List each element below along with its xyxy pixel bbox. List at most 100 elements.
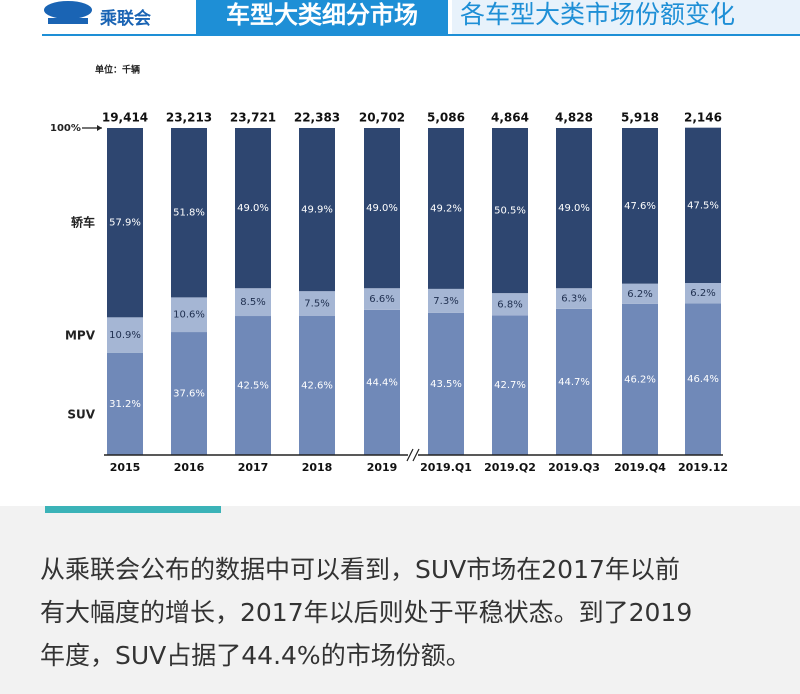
data-label: 49.0% <box>237 203 269 214</box>
total-label: 2,146 <box>684 111 722 125</box>
x-tick-label: 2019.Q4 <box>614 461 666 474</box>
bar-segment <box>492 293 528 316</box>
x-tick-label: 2016 <box>174 461 205 474</box>
x-tick-label: 2018 <box>302 461 333 474</box>
data-label: 6.3% <box>561 294 586 305</box>
bar-segment <box>171 128 207 298</box>
article-line: 有大幅度的增长，2017年以后则处于平稳状态。到了2019 <box>40 598 693 627</box>
data-label: 10.6% <box>173 310 205 321</box>
bar-segment <box>492 128 528 294</box>
data-label: 6.2% <box>627 289 652 300</box>
x-tick-label: 2017 <box>238 461 269 474</box>
data-label: 6.6% <box>369 294 394 305</box>
data-label: 37.6% <box>173 389 205 400</box>
x-tick-label: 2015 <box>110 461 141 474</box>
data-label: 42.6% <box>301 380 333 391</box>
series-name: SUV <box>67 408 95 422</box>
bar-segment <box>171 297 207 333</box>
bar-segment <box>107 128 143 318</box>
bar-segment <box>622 128 658 284</box>
data-label: 7.5% <box>304 298 329 309</box>
bar-segment <box>685 282 721 304</box>
bar-segment <box>556 288 592 309</box>
bar-segment <box>364 309 400 455</box>
data-label: 49.0% <box>366 203 398 214</box>
bar-segment <box>685 127 721 283</box>
data-label: 50.5% <box>494 206 526 217</box>
bar-segment <box>492 315 528 455</box>
x-tick-label: 2019.Q3 <box>548 461 600 474</box>
total-label: 4,828 <box>555 111 593 125</box>
bar-segment <box>107 352 143 455</box>
data-label: 7.3% <box>433 296 458 307</box>
data-label: 49.0% <box>558 203 590 214</box>
data-label: 57.9% <box>109 218 141 229</box>
bar-segment <box>299 315 335 455</box>
total-label: 22,383 <box>294 111 340 125</box>
total-label: 5,086 <box>427 111 465 125</box>
bar-segment <box>622 303 658 455</box>
data-label: 43.5% <box>430 379 462 390</box>
bar-segment <box>556 128 592 289</box>
data-label: 42.7% <box>494 380 526 391</box>
x-tick-label: 2019 <box>367 461 398 474</box>
header: 乘联会 车型大类细分市场 各车型大类市场份额变化 <box>0 0 800 36</box>
bar-segment <box>364 288 400 310</box>
bar-segment <box>299 291 335 316</box>
bar-segment <box>556 308 592 455</box>
page-title: 各车型大类市场份额变化 <box>452 0 800 34</box>
data-label: 47.5% <box>687 200 719 211</box>
article-text: 从乘联会公布的数据中可以看到，SUV市场在2017年以前 有大幅度的增长，2017… <box>40 548 692 677</box>
bar-segment <box>685 303 721 455</box>
data-label: 10.9% <box>109 330 141 341</box>
bar-segment <box>235 288 271 317</box>
bar-segment <box>622 283 658 304</box>
data-label: 46.4% <box>687 374 719 385</box>
series-name: 轿车 <box>71 215 95 230</box>
total-label: 23,721 <box>230 111 276 125</box>
tick-arrowhead <box>97 125 102 131</box>
x-tick-label: 2019.Q2 <box>484 461 536 474</box>
org-name: 乘联会 <box>100 9 151 29</box>
bar-segment <box>428 288 464 313</box>
accent-bar <box>45 506 221 513</box>
bar-segment <box>428 312 464 455</box>
bar-segment <box>235 128 271 289</box>
bar-segment <box>299 128 335 292</box>
article: 从乘联会公布的数据中可以看到，SUV市场在2017年以前 有大幅度的增长，2017… <box>0 506 800 694</box>
x-tick-label: 2019.12 <box>678 461 728 474</box>
total-label: 4,864 <box>491 111 529 125</box>
data-label: 51.8% <box>173 208 205 219</box>
unit-label: 单位：千辆 <box>95 64 140 76</box>
data-label: 44.4% <box>366 377 398 388</box>
data-label: 44.7% <box>558 377 590 388</box>
bar-segment <box>235 316 271 455</box>
article-line: 年度，SUV占据了44.4%的市场份额。 <box>40 641 471 670</box>
axis-break <box>406 448 420 462</box>
logo <box>44 1 92 24</box>
data-label: 8.5% <box>240 297 265 308</box>
x-tick-label: 2019.Q1 <box>420 461 472 474</box>
y-tick-label: 100% <box>50 123 81 134</box>
data-label: 46.2% <box>624 374 656 385</box>
data-label: 6.8% <box>497 299 522 310</box>
data-label: 47.6% <box>624 201 656 212</box>
bar-segment <box>428 128 464 289</box>
bar-segment <box>107 317 143 353</box>
bar-segment <box>364 128 400 289</box>
chart: 单位：千辆 100% SUV MPV 轿车 31.2% 10.9% 57.9% 19,414 2… <box>50 64 728 475</box>
total-label: 19,414 <box>102 111 148 125</box>
header-rule <box>42 34 800 36</box>
data-label: 49.9% <box>301 205 333 216</box>
data-label: 31.2% <box>109 399 141 410</box>
total-label: 23,213 <box>166 111 212 125</box>
data-label: 42.5% <box>237 381 269 392</box>
data-label: 49.2% <box>430 203 462 214</box>
section-tab: 车型大类细分市场 <box>196 0 448 34</box>
total-label: 20,702 <box>359 111 405 125</box>
series-name: MPV <box>65 329 96 343</box>
bar-segment <box>171 332 207 455</box>
article-line: 从乘联会公布的数据中可以看到，SUV市场在2017年以前 <box>40 555 680 584</box>
data-label: 6.2% <box>690 288 715 299</box>
